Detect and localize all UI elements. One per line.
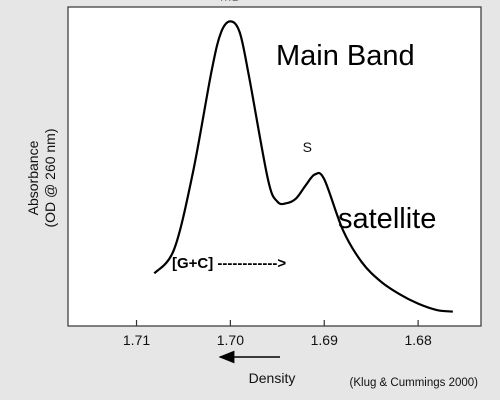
- x-tick-label: 1.68: [404, 332, 431, 348]
- gc-annotation: [G+C] ------------>: [172, 255, 286, 272]
- x-tick-label: 1.69: [311, 332, 338, 348]
- plot-area: [67, 6, 482, 327]
- peak-label: S: [303, 139, 312, 155]
- citation: (Klug & Cummings 2000): [350, 377, 479, 389]
- x-tick-label: 1.70: [217, 332, 244, 348]
- peak-labels: MB S: [220, 0, 312, 155]
- main-band-annotation: Main Band: [276, 40, 415, 72]
- y-axis-title: Absorbance (OD @ 260 nm): [25, 128, 58, 227]
- peak-label: MB: [220, 0, 241, 4]
- x-tick-label: 1.71: [123, 332, 150, 348]
- x-ticks: 1.71 1.70 1.69 1.68: [123, 320, 432, 348]
- absorbance-curve: [153, 20, 453, 313]
- x-axis-title: Density: [249, 370, 296, 386]
- series-group: [153, 20, 453, 313]
- y-axis-title-line1: Absorbance: [25, 140, 41, 215]
- y-axis-title-line2: (OD @ 260 nm): [42, 128, 58, 227]
- satellite-annotation: satellite: [338, 203, 436, 235]
